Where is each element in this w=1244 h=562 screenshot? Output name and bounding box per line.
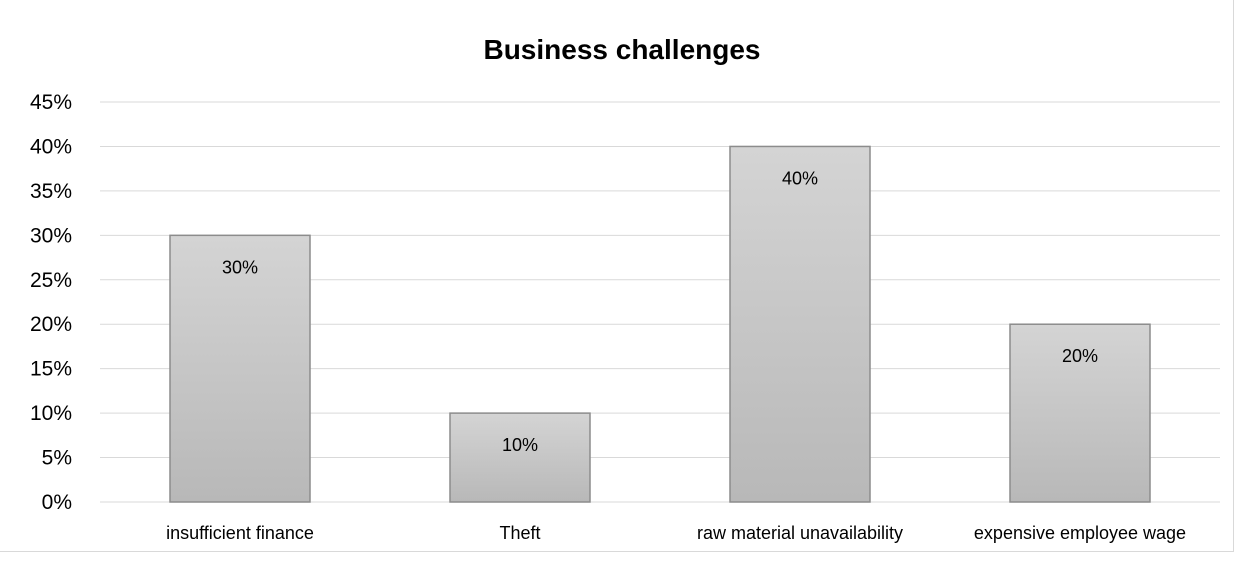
y-tick-label: 20%: [30, 313, 72, 336]
x-category-label: insufficient finance: [166, 523, 314, 543]
y-tick-label: 15%: [30, 358, 72, 381]
y-tick-label: 30%: [30, 224, 72, 247]
x-category-label: Theft: [499, 523, 540, 543]
x-category-label: expensive employee wage: [974, 523, 1186, 543]
y-tick-label: 40%: [30, 135, 72, 158]
x-category-label: raw material unavailability: [697, 523, 903, 543]
y-tick-label: 0%: [42, 491, 72, 514]
x-axis-categories: insufficient finance Theft raw material un…: [166, 523, 1186, 543]
y-tick-label: 45%: [30, 91, 72, 114]
data-label: 40%: [782, 168, 818, 188]
chart-frame: [0, 0, 1234, 552]
data-label: 10%: [502, 435, 538, 455]
bar: [169, 234, 311, 503]
y-tick-label: 25%: [30, 269, 72, 292]
bar: [449, 412, 591, 503]
bar: [729, 145, 871, 503]
chart-title: Business challenges: [483, 34, 760, 65]
data-labels: 30% 10% 40% 20%: [222, 168, 1098, 455]
data-label: 20%: [1062, 346, 1098, 366]
y-tick-label: 10%: [30, 402, 72, 425]
y-tick-label: 5%: [42, 447, 72, 470]
y-tick-label: 35%: [30, 180, 72, 203]
bar: [1009, 323, 1151, 503]
y-axis-ticks: 0% 5% 10% 15% 20% 25% 30% 35% 40% 45%: [30, 91, 72, 514]
bars: [169, 145, 1151, 503]
data-label: 30%: [222, 257, 258, 277]
